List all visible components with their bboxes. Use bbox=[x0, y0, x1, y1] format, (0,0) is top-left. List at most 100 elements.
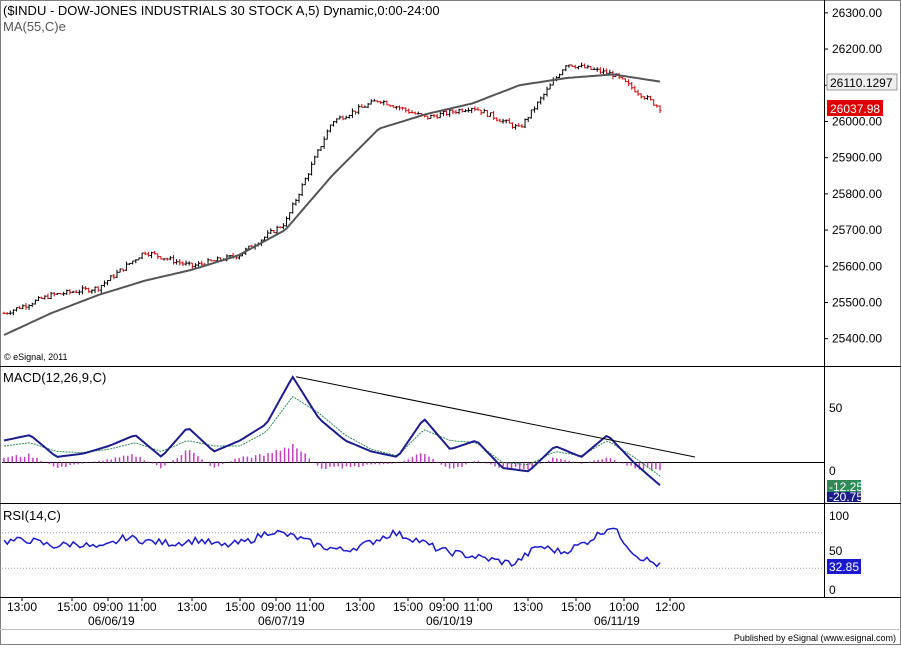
price-bar bbox=[128, 262, 132, 265]
price-bar bbox=[473, 106, 477, 112]
price-bar bbox=[410, 110, 414, 114]
price-bar bbox=[586, 64, 590, 69]
price-bar bbox=[18, 305, 22, 310]
price-bar bbox=[630, 82, 634, 90]
price-bar bbox=[479, 109, 483, 115]
price-bar bbox=[162, 258, 166, 261]
x-time-label: 11:00 bbox=[127, 600, 156, 614]
price-bar bbox=[532, 106, 536, 113]
price-bar bbox=[137, 257, 141, 261]
price-y-tick-label: 25700.00 bbox=[832, 223, 882, 237]
rsi-y-tick-50: 50 bbox=[829, 544, 843, 558]
price-bar bbox=[27, 304, 31, 310]
price-bar bbox=[482, 108, 486, 114]
price-bar bbox=[382, 99, 386, 106]
price-bar bbox=[124, 261, 128, 271]
price-y-tick-label: 26000.00 bbox=[832, 114, 882, 128]
rsi-y-tick-0: 0 bbox=[829, 583, 836, 597]
price-bar bbox=[146, 251, 150, 257]
price-bar bbox=[360, 103, 364, 108]
price-bar bbox=[548, 83, 552, 90]
price-bar bbox=[357, 104, 361, 115]
price-bar bbox=[457, 108, 461, 115]
price-bar bbox=[341, 115, 345, 121]
price-y-tick-label: 25900.00 bbox=[832, 151, 882, 165]
x-time-label: 13:00 bbox=[177, 600, 207, 614]
price-bar bbox=[131, 260, 135, 265]
price-bar bbox=[404, 107, 408, 113]
price-bar bbox=[102, 280, 106, 288]
price-bar bbox=[121, 268, 125, 272]
price-bar bbox=[526, 116, 530, 123]
price-bar bbox=[209, 259, 213, 262]
price-bar bbox=[639, 93, 643, 99]
price-bar bbox=[184, 260, 188, 266]
price-bar bbox=[300, 183, 304, 197]
price-bar bbox=[416, 111, 420, 115]
price-bar bbox=[376, 100, 380, 103]
price-bar bbox=[485, 109, 489, 118]
price-bar bbox=[523, 118, 527, 129]
price-bar bbox=[5, 312, 9, 315]
price-bar bbox=[570, 64, 574, 68]
price-bar bbox=[30, 302, 34, 308]
price-y-tick-label: 25400.00 bbox=[832, 332, 882, 346]
price-bar bbox=[93, 286, 97, 294]
price-y-tick-label: 25500.00 bbox=[832, 295, 882, 309]
rsi-line bbox=[3, 527, 661, 568]
price-bar bbox=[460, 108, 464, 113]
price-bar bbox=[228, 255, 232, 257]
price-bar bbox=[178, 258, 182, 266]
price-bar bbox=[288, 212, 292, 221]
price-bar bbox=[407, 108, 411, 114]
price-bar bbox=[642, 95, 646, 100]
price-bar bbox=[558, 73, 562, 79]
price-bar bbox=[344, 115, 348, 120]
price-bar bbox=[87, 287, 91, 293]
price-bar bbox=[504, 119, 508, 124]
price-bar bbox=[159, 256, 163, 260]
price-bar bbox=[99, 285, 103, 294]
price-bar bbox=[150, 251, 154, 259]
price-bar bbox=[118, 268, 122, 273]
x-time-label: 13:00 bbox=[7, 600, 37, 614]
macd-line-tag-bg bbox=[827, 492, 861, 502]
price-bar bbox=[332, 120, 336, 127]
price-bar bbox=[96, 286, 100, 292]
price-bar bbox=[106, 280, 110, 286]
price-bar bbox=[536, 101, 540, 110]
price-bar bbox=[181, 261, 185, 267]
price-bar bbox=[215, 256, 219, 262]
price-bar bbox=[112, 273, 116, 280]
price-bar bbox=[658, 105, 662, 113]
ma-legend-label: MA(55,C)e bbox=[3, 19, 66, 34]
rsi-value-tag-bg bbox=[827, 559, 861, 574]
price-bar bbox=[322, 136, 326, 149]
price-bar bbox=[561, 69, 565, 76]
price-bar bbox=[33, 299, 37, 305]
price-bar bbox=[623, 78, 627, 83]
price-bar bbox=[391, 104, 395, 108]
price-bar bbox=[84, 286, 88, 291]
price-bar bbox=[595, 67, 599, 72]
x-time-label: 15:00 bbox=[225, 600, 255, 614]
x-date-label-2: 06/07/19 bbox=[258, 614, 305, 628]
price-bar bbox=[306, 173, 310, 182]
price-bar bbox=[335, 118, 339, 124]
price-bar bbox=[627, 79, 631, 86]
x-date-label-3: 06/10/19 bbox=[426, 614, 473, 628]
price-bar bbox=[140, 252, 144, 260]
x-time-label: 12:00 bbox=[655, 600, 685, 614]
ma-value-tag: 26110.1297 bbox=[830, 76, 893, 90]
price-y-tick-label: 26200.00 bbox=[832, 42, 882, 56]
price-bar bbox=[463, 109, 467, 113]
price-bar bbox=[589, 65, 593, 70]
price-bar bbox=[2, 311, 6, 314]
price-bar bbox=[11, 309, 15, 316]
price-bar bbox=[510, 122, 514, 129]
x-time-label: 09:00 bbox=[429, 600, 459, 614]
price-bar bbox=[495, 117, 499, 122]
price-bar bbox=[476, 106, 480, 111]
x-time-label: 09:00 bbox=[93, 600, 123, 614]
price-bar bbox=[200, 260, 204, 267]
